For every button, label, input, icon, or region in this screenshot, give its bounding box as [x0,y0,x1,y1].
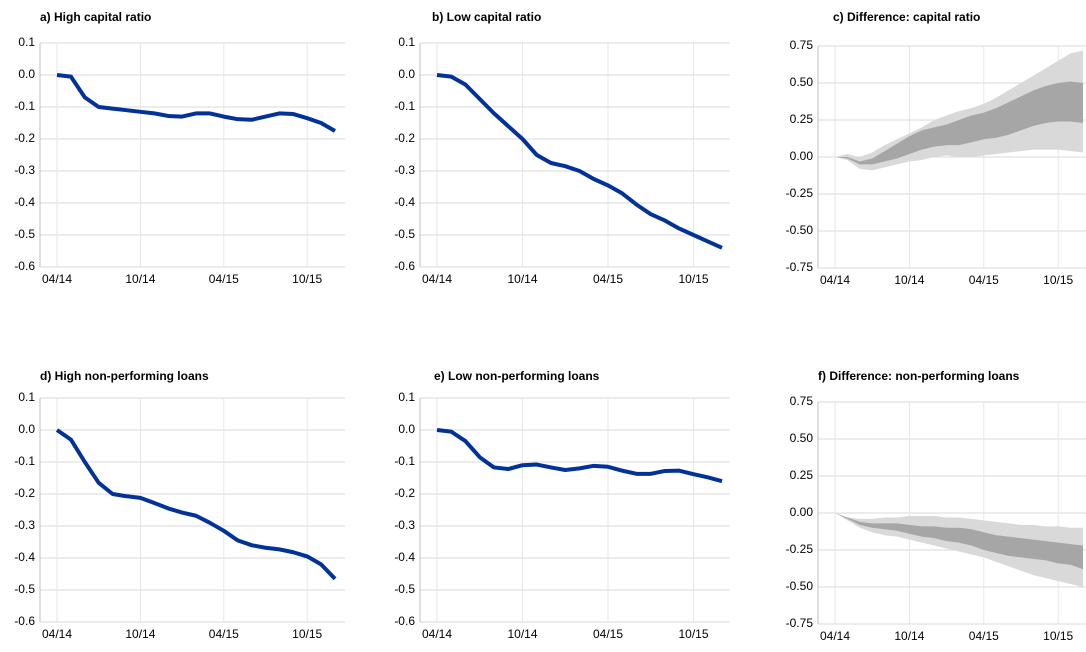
y-tick-label: -0.5 [14,582,35,596]
y-tick-label: 0.50 [790,75,814,89]
x-tick-label: 04/14 [820,273,850,287]
fan-band [835,513,1083,587]
panel: e) Low non-performing loans 0.1 0.0 -0.1 -0.… [394,369,730,641]
y-tick-label: -0.5 [394,227,415,241]
x-tick-label: 04/15 [593,627,623,641]
y-tick-label: -0.2 [14,486,35,500]
y-tick-label: -0.2 [394,486,415,500]
x-tick-label: 04/15 [969,273,999,287]
x-tick-label: 10/15 [1043,629,1073,643]
y-tick-label: 0.0 [18,67,35,81]
y-tick-label: -0.6 [394,259,415,273]
y-tick-label: 0.1 [398,390,415,404]
y-tick-label: -0.5 [394,582,415,596]
y-tick-label: -0.2 [394,131,415,145]
panel-title: f) Difference: non-performing loans [818,369,1020,383]
fan-band [835,50,1083,171]
data-line [436,73,723,250]
panel: b) Low capital ratio 0.1 0.0 -0.1 -0.2 -0.3 -0… [394,10,730,286]
x-tick-label: 10/15 [292,272,322,286]
y-tick-label: -0.3 [14,163,35,177]
y-tick-label: 0.0 [18,422,35,436]
y-tick-label: -0.6 [394,614,415,628]
y-tick-label: -0.2 [14,131,35,145]
y-tick-label: 0.1 [18,390,35,404]
panel: a) High capital ratio 0.1 0.0 -0.1 -0.2 -0.3 -… [14,10,345,286]
x-tick-label: 10/14 [507,627,537,641]
x-tick-label: 10/15 [292,627,322,641]
y-tick-label: -0.25 [786,186,814,200]
x-tick-label: 10/14 [125,272,155,286]
x-tick-label: 10/14 [507,272,537,286]
y-tick-label: 0.1 [398,35,415,49]
y-tick-label: -0.5 [14,227,35,241]
y-tick-label: 0.00 [790,149,814,163]
x-tick-label: 04/14 [42,627,72,641]
panel-title: e) Low non-performing loans [434,369,600,383]
x-tick-label: 10/14 [894,629,924,643]
y-tick-label: -0.3 [14,518,35,532]
fan-band [835,513,1083,570]
y-tick-label: -0.1 [394,454,415,468]
y-tick-label: -0.50 [786,223,814,237]
y-tick-label: 0.00 [790,505,814,519]
y-tick-label: 0.0 [398,67,415,81]
y-tick-label: 0.25 [790,112,814,126]
panel-title: a) High capital ratio [40,10,151,24]
x-tick-label: 04/14 [422,627,452,641]
y-tick-label: -0.4 [394,550,415,564]
panel: f) Difference: non-performing loans 0.75 0… [786,369,1086,643]
y-tick-label: -0.4 [14,195,35,209]
panel: d) High non-performing loans 0.1 0.0 -0.1 -0… [14,369,345,641]
y-tick-label: 0.1 [18,35,35,49]
x-tick-label: 04/15 [209,272,239,286]
x-tick-label: 10/15 [678,627,708,641]
data-line [56,73,336,133]
y-tick-label: -0.1 [394,99,415,113]
y-tick-label: -0.4 [394,195,415,209]
x-tick-label: 04/14 [422,272,452,286]
x-tick-label: 10/15 [678,272,708,286]
x-tick-label: 04/14 [820,629,850,643]
panel-title: b) Low capital ratio [432,10,541,24]
x-tick-label: 04/15 [969,629,999,643]
panel-title: c) Difference: capital ratio [833,10,980,24]
y-tick-label: -0.25 [786,542,814,556]
y-tick-label: -0.4 [14,550,35,564]
y-tick-label: -0.75 [786,616,814,630]
y-tick-label: -0.3 [394,518,415,532]
x-tick-label: 10/15 [1043,273,1073,287]
panel: c) Difference: capital ratio 0.75 0.50 0.25… [786,10,1086,287]
y-tick-label: -0.75 [786,260,814,274]
y-tick-label: -0.50 [786,579,814,593]
panel-title: d) High non-performing loans [40,369,209,383]
y-tick-label: -0.6 [14,259,35,273]
x-tick-label: 04/14 [42,272,72,286]
x-tick-label: 10/14 [894,273,924,287]
fan-band [835,81,1083,165]
x-tick-label: 04/15 [209,627,239,641]
y-tick-label: -0.1 [14,454,35,468]
y-tick-label: -0.6 [14,614,35,628]
data-line [55,428,337,581]
y-tick-label: -0.3 [394,163,415,177]
x-tick-label: 04/15 [593,272,623,286]
y-tick-label: -0.1 [14,99,35,113]
y-tick-label: 0.75 [790,394,814,408]
y-tick-label: 0.50 [790,431,814,445]
y-tick-label: 0.25 [790,468,814,482]
y-tick-label: 0.75 [790,38,814,52]
data-line [436,428,723,484]
x-tick-label: 10/14 [125,627,155,641]
y-tick-label: 0.0 [398,422,415,436]
